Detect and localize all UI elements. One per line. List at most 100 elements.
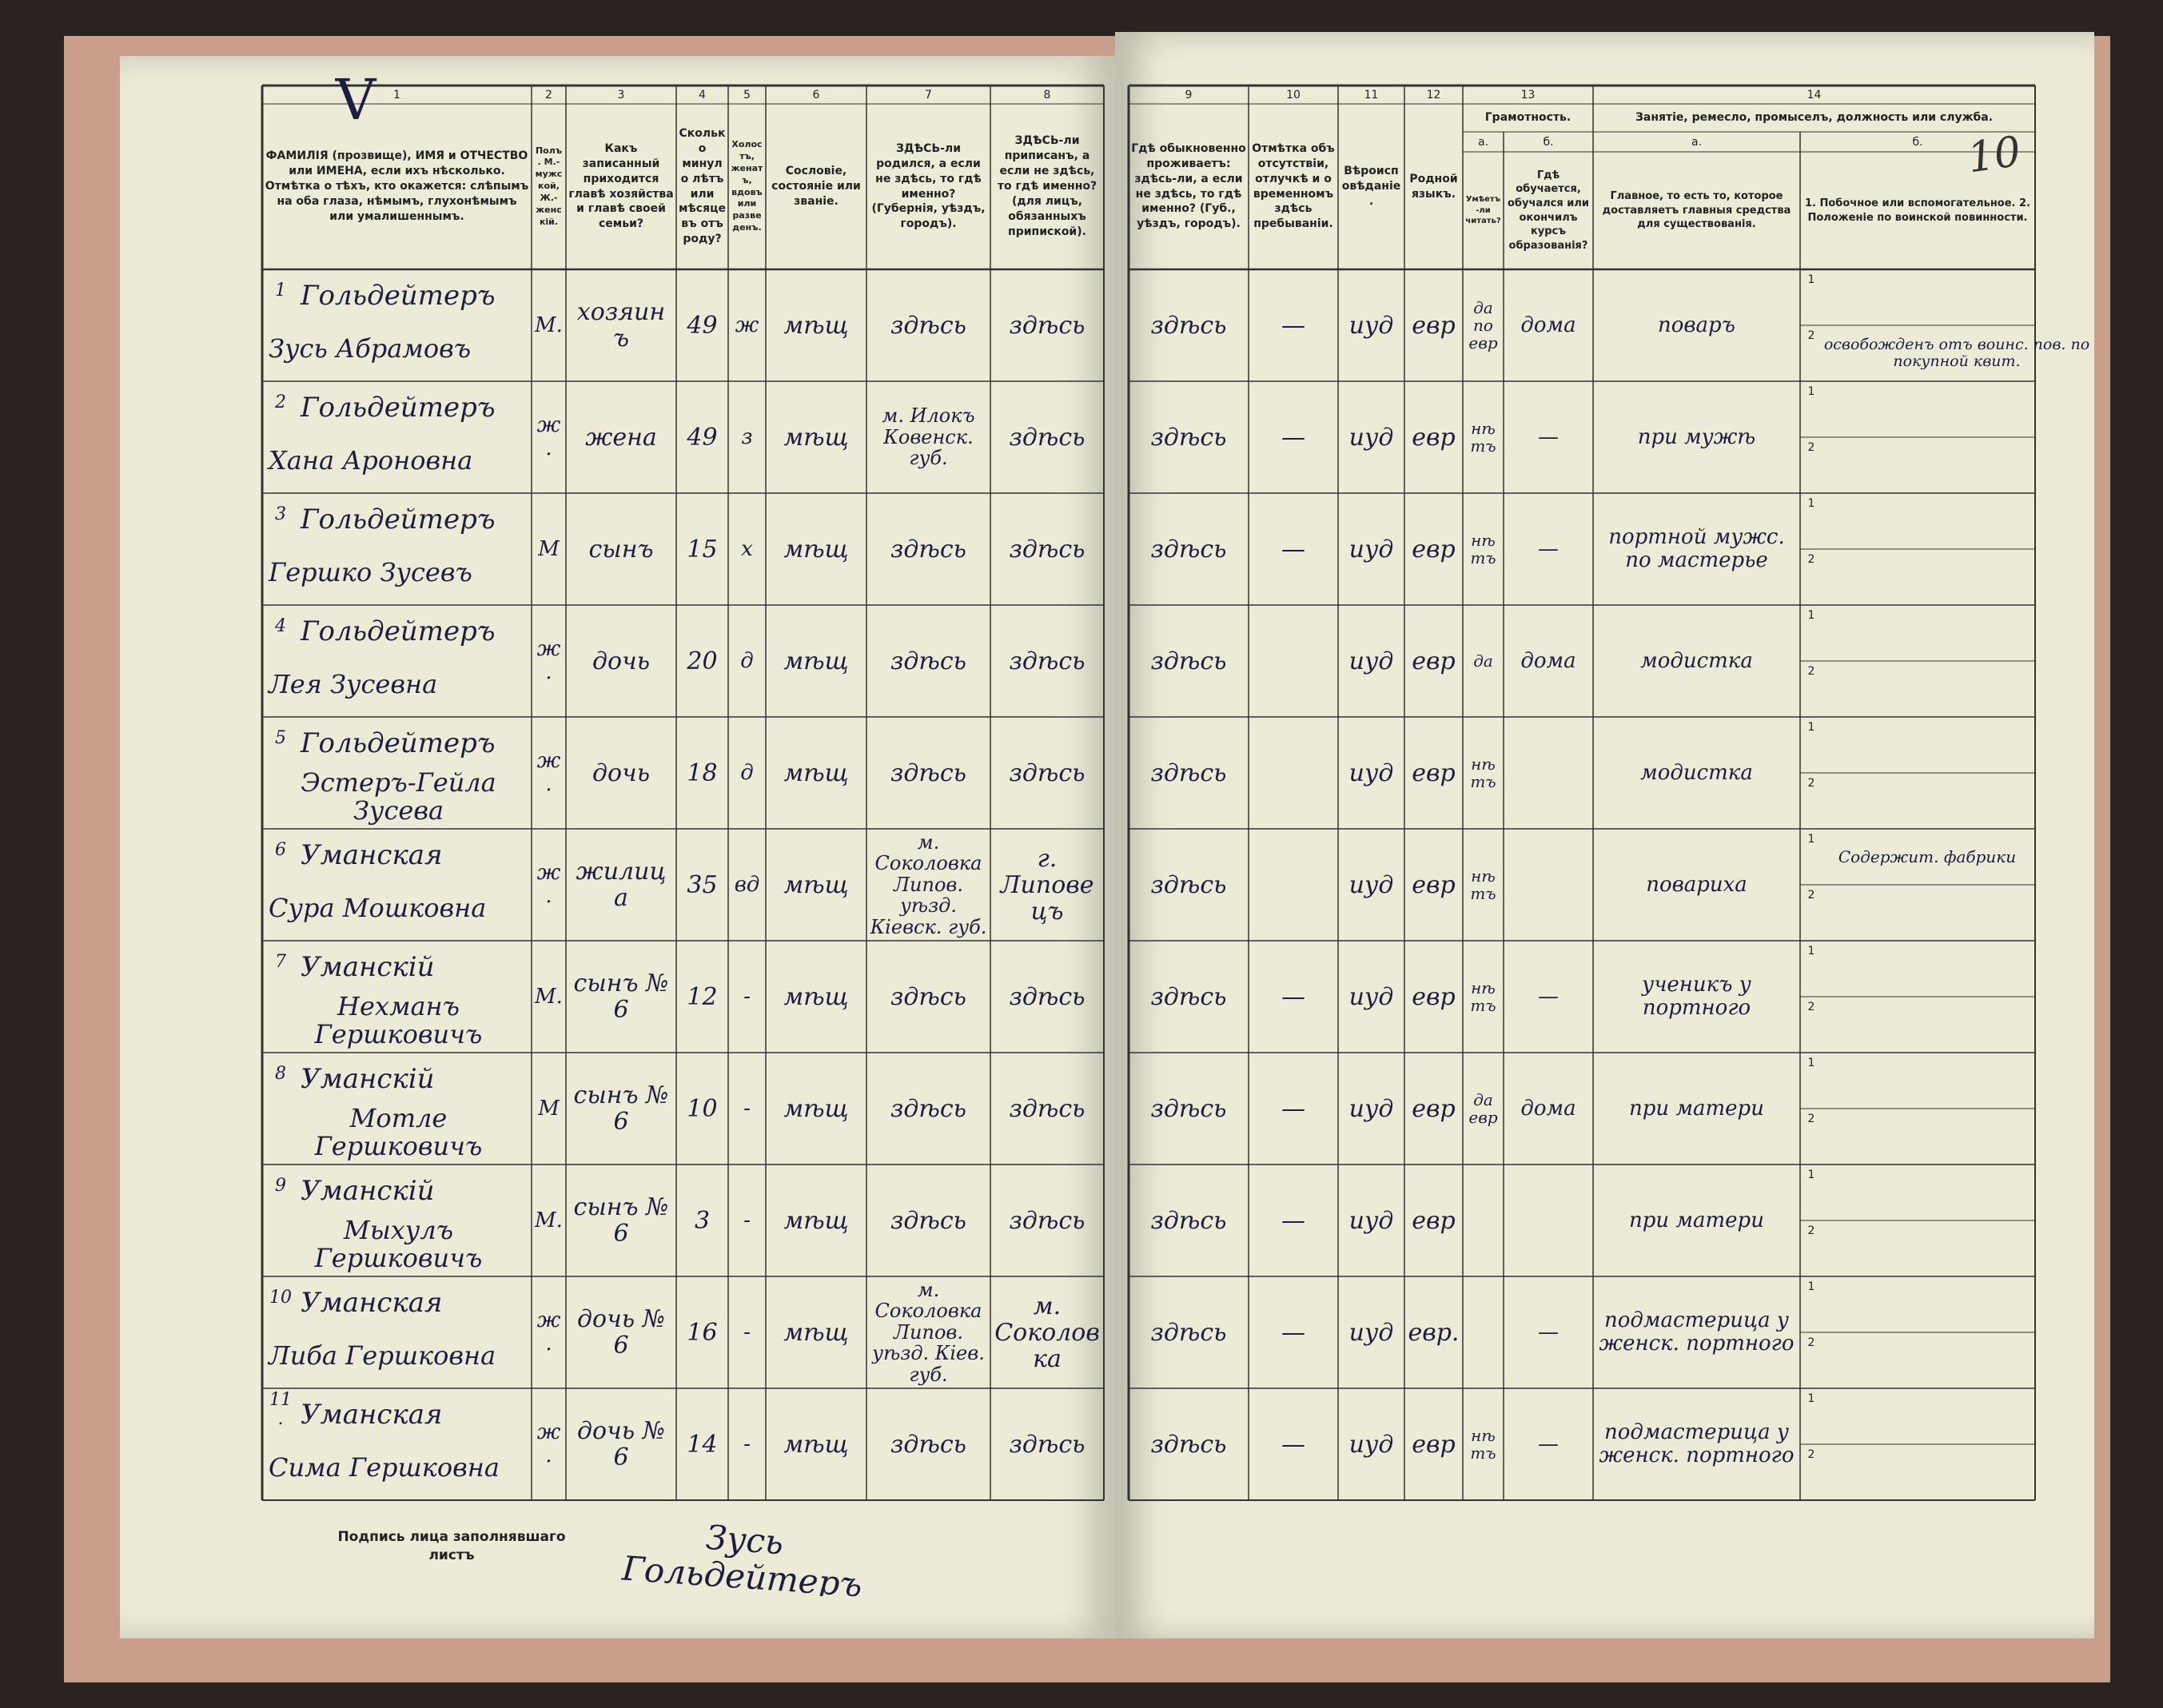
marital: - xyxy=(743,984,751,1009)
literacy: нѣтъ xyxy=(1470,419,1496,456)
row-number: 3 xyxy=(275,504,286,524)
religion: иуд xyxy=(1348,535,1394,563)
language: евр. xyxy=(1408,1318,1460,1347)
relation: дочь xyxy=(592,647,651,675)
religion: иуд xyxy=(1348,423,1394,452)
line-label: 1 xyxy=(1807,609,1815,622)
column-header: ЗДѢСЬ-ли родился, а если не здѣсь, то гд… xyxy=(871,141,986,231)
given-name: Хана Ароновна xyxy=(269,445,473,476)
birthplace: здѣсь xyxy=(890,1094,966,1123)
birthplace: здѣсь xyxy=(890,1206,966,1235)
line-label: 2 xyxy=(1807,441,1815,454)
residence: здѣсь xyxy=(1150,982,1227,1011)
residence: здѣсь xyxy=(1150,870,1227,899)
row-number: 9 xyxy=(275,1175,286,1196)
column-number: 1 xyxy=(393,88,400,102)
column-header: Занятіе, ремесло, промыселъ, должность и… xyxy=(1635,111,1994,125)
column-header: Какъ записанный приходится главѣ хозяйст… xyxy=(568,141,674,231)
marital: з xyxy=(741,424,753,449)
given-name: Гершко Зусевъ xyxy=(269,557,472,588)
marital: х xyxy=(741,536,753,561)
column-number: 8 xyxy=(1043,88,1051,102)
registered: здѣсь xyxy=(1009,647,1085,675)
residence: здѣсь xyxy=(1150,535,1227,563)
main-occupation: при мужѣ xyxy=(1637,424,1756,449)
surname: Гольдейтеръ xyxy=(301,504,496,536)
side-occupation: Содержит. фабрики xyxy=(1838,847,2017,866)
right-page xyxy=(1115,32,2094,1638)
row-number: 10 xyxy=(269,1287,292,1308)
main-occupation: при матери xyxy=(1629,1096,1764,1121)
estate: мѣщ xyxy=(783,1430,849,1459)
registered: здѣсь xyxy=(1009,1430,1085,1459)
given-name: Мотле Гершковичъ xyxy=(314,1102,483,1161)
relation: дочь № 6 xyxy=(577,1417,665,1471)
column-number: 14 xyxy=(1806,88,1822,102)
sex: ж. xyxy=(536,637,561,684)
row-number: 8 xyxy=(275,1063,286,1084)
row-number: 4 xyxy=(275,615,286,636)
religion: иуд xyxy=(1348,647,1394,675)
sex: М. xyxy=(535,984,563,1009)
literacy: нѣтъ xyxy=(1470,978,1496,1015)
column-header: Родной языкъ. xyxy=(1409,172,1458,201)
column-header: Грамотность. xyxy=(1484,111,1571,125)
column-header: Гдѣ обыкновенно проживаетъ: здѣсь-ли, а … xyxy=(1131,141,1246,231)
age: 18 xyxy=(687,758,718,787)
sex: М. xyxy=(535,1208,563,1232)
sex: ж. xyxy=(536,1308,561,1356)
line-label: 1 xyxy=(1807,1280,1815,1293)
estate: мѣщ xyxy=(783,535,849,563)
given-name: Зусь Абрамовъ xyxy=(269,333,472,364)
relation: сынъ № 6 xyxy=(573,1081,669,1136)
given-name: Сура Мошковна xyxy=(269,893,487,924)
column-header: Сколько минуло лѣтъ или мѣсяцевъ отъ род… xyxy=(679,126,726,246)
literacy: да xyxy=(1473,651,1493,671)
registered: здѣсь xyxy=(1009,311,1085,340)
line-label: 1 xyxy=(1807,833,1815,846)
line-label: 1 xyxy=(1807,721,1815,734)
education: — xyxy=(1538,536,1559,561)
marital: - xyxy=(743,1320,751,1344)
main-occupation: при матери xyxy=(1629,1208,1764,1232)
line-label: 2 xyxy=(1807,665,1815,678)
residence: здѣсь xyxy=(1150,1318,1227,1347)
main-occupation: повариха xyxy=(1646,872,1747,897)
language: евр xyxy=(1412,647,1456,675)
registered: здѣсь xyxy=(1009,1094,1085,1123)
education: — xyxy=(1538,1320,1559,1344)
registered: здѣсь xyxy=(1009,423,1085,452)
residence: здѣсь xyxy=(1150,758,1227,787)
religion: иуд xyxy=(1348,758,1394,787)
age: 14 xyxy=(687,1430,718,1459)
birthplace: здѣсь xyxy=(890,647,966,675)
column-number: 13 xyxy=(1520,88,1536,102)
sub-column-header: Главное, то есть то, которое доставляетъ… xyxy=(1602,190,1791,231)
religion: иуд xyxy=(1348,870,1394,899)
birthplace: здѣсь xyxy=(890,982,966,1011)
check-mark: V xyxy=(335,68,376,132)
row-number: 2 xyxy=(275,392,286,412)
line-label: 2 xyxy=(1807,553,1815,566)
surname: Уманская xyxy=(301,839,443,872)
sex: ж. xyxy=(536,1420,561,1467)
age: 35 xyxy=(687,870,718,899)
given-name: Мыхулъ Гершковичъ xyxy=(314,1214,483,1273)
main-occupation: ученикъ у портного xyxy=(1642,973,1751,1020)
language: евр xyxy=(1412,423,1456,452)
sub-column-label: а. xyxy=(1477,135,1489,149)
absence: — xyxy=(1281,423,1305,452)
column-number: 5 xyxy=(743,88,751,102)
language: евр xyxy=(1412,311,1456,340)
absence: — xyxy=(1281,311,1305,340)
surname: Гольдейтеръ xyxy=(301,280,496,313)
religion: иуд xyxy=(1348,311,1394,340)
literacy: нѣтъ xyxy=(1470,754,1496,791)
marital: д xyxy=(740,648,754,673)
column-number: 2 xyxy=(545,88,552,102)
estate: мѣщ xyxy=(783,423,849,452)
absence: — xyxy=(1281,982,1305,1011)
sex: М xyxy=(538,536,560,561)
registered: м. Соколовка xyxy=(994,1292,1100,1373)
age: 10 xyxy=(687,1094,718,1123)
